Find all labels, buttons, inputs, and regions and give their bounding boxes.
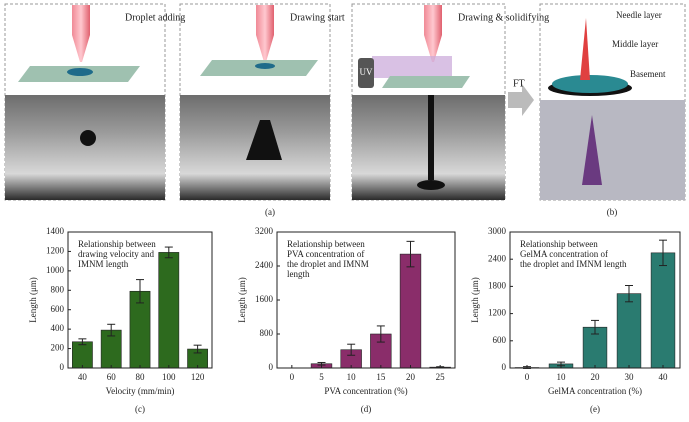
- arrow: [508, 84, 534, 116]
- error-bar: [164, 246, 173, 259]
- panel-droplet: Droplet adding: [4, 3, 185, 201]
- chart-title: PVA concentration of: [287, 249, 364, 259]
- ft-label: FT: [513, 78, 525, 89]
- y-tick-label: 1200: [46, 245, 65, 255]
- x-tick-label: 60: [107, 372, 117, 382]
- y-tick-label: 1800: [488, 280, 507, 290]
- chart-title: Relationship between: [287, 239, 365, 249]
- error-bar: [347, 343, 356, 356]
- chart-title: the droplet and IMNM length: [520, 259, 627, 269]
- x-axis-label: Velocity (mm/min): [106, 386, 175, 396]
- layer-label: Basement: [630, 69, 666, 79]
- chart-title: Relationship between: [520, 239, 598, 249]
- caption: (c): [135, 404, 145, 414]
- error-bar: [625, 284, 633, 303]
- y-tick-label: 1400: [46, 226, 65, 236]
- y-tick-label: 3200: [255, 226, 274, 236]
- x-tick-label: 40: [78, 372, 88, 382]
- plot-frame: [276, 231, 456, 369]
- y-tick-label: 3000: [488, 226, 507, 236]
- x-tick-label: 20: [591, 372, 601, 382]
- y-tick-label: 2400: [255, 260, 274, 270]
- y-axis-label: Length (μm): [28, 277, 38, 323]
- x-tick-label: 10: [347, 372, 357, 382]
- chart-title: GelMA concentration of: [520, 249, 608, 259]
- x-tick-label: 5: [319, 372, 324, 382]
- bar: [72, 341, 93, 369]
- x-tick-label: 15: [376, 372, 386, 382]
- step-label: Droplet adding: [125, 12, 185, 23]
- x-tick-label: 30: [625, 372, 635, 382]
- error-bar: [193, 344, 202, 354]
- panel-structure: Needle layer Middle layer Basement: [539, 3, 686, 201]
- error-bar: [78, 338, 87, 346]
- layer-label: Needle layer: [616, 10, 662, 20]
- chart-title: drawing velocity and: [78, 249, 154, 259]
- error-bar: [406, 240, 415, 268]
- bar: [399, 253, 422, 369]
- bar: [650, 252, 676, 369]
- error-bar: [591, 319, 599, 335]
- x-axis-label: GelMA concentration (%): [548, 386, 642, 396]
- error-bar: [376, 325, 385, 343]
- y-axis-label: Length (μm): [237, 277, 247, 323]
- y-tick-label: 1600: [255, 294, 274, 304]
- step-label: Drawing start: [290, 12, 345, 23]
- chart-title: Relationship between: [78, 239, 156, 249]
- caption: (b): [607, 207, 618, 217]
- y-tick-label: 600: [493, 335, 507, 345]
- x-tick-label: 40: [659, 372, 669, 382]
- y-tick-label: 200: [51, 343, 65, 353]
- uv-label: UV: [360, 67, 373, 77]
- plot-frame: [67, 231, 213, 369]
- error-bar: [659, 239, 667, 267]
- x-tick-label: 10: [557, 372, 567, 382]
- caption: (d): [361, 404, 372, 414]
- y-axis-label: Length (μm): [470, 277, 480, 323]
- caption: (e): [590, 404, 600, 414]
- error-bar: [136, 279, 144, 304]
- y-tick-label: 400: [51, 323, 65, 333]
- y-tick-label: 0: [60, 362, 65, 372]
- y-tick-label: 1200: [488, 308, 507, 318]
- x-tick-label: 80: [136, 372, 146, 382]
- x-tick-label: 20: [406, 372, 416, 382]
- caption: (a): [265, 207, 275, 217]
- x-tick-label: 100: [162, 372, 176, 382]
- y-tick-label: 1000: [46, 265, 65, 275]
- y-tick-label: 800: [51, 284, 65, 294]
- chart-title: the droplet and IMNM: [287, 259, 369, 269]
- y-tick-label: 0: [269, 362, 274, 372]
- plot-frame: [509, 231, 681, 369]
- bar: [158, 252, 180, 369]
- y-tick-label: 2400: [488, 253, 507, 263]
- x-tick-label: 120: [191, 372, 205, 382]
- y-tick-label: 0: [502, 362, 507, 372]
- x-tick-label: 25: [436, 372, 446, 382]
- x-axis-label: PVA concentration (%): [324, 386, 407, 396]
- step-label: Drawing & solidifying: [458, 12, 549, 23]
- chart-title: IMNM length: [78, 259, 129, 269]
- bar: [616, 293, 642, 369]
- chart-title: length: [287, 269, 310, 279]
- panel-solidify: UV Drawing & solidifying: [351, 3, 549, 201]
- x-tick-label: 0: [525, 372, 530, 382]
- y-tick-label: 800: [260, 328, 274, 338]
- error-bar: [107, 323, 116, 337]
- layer-label: Middle layer: [612, 39, 658, 49]
- x-tick-label: 0: [290, 372, 295, 382]
- y-tick-label: 600: [51, 304, 65, 314]
- panel-start: Drawing start: [179, 3, 345, 201]
